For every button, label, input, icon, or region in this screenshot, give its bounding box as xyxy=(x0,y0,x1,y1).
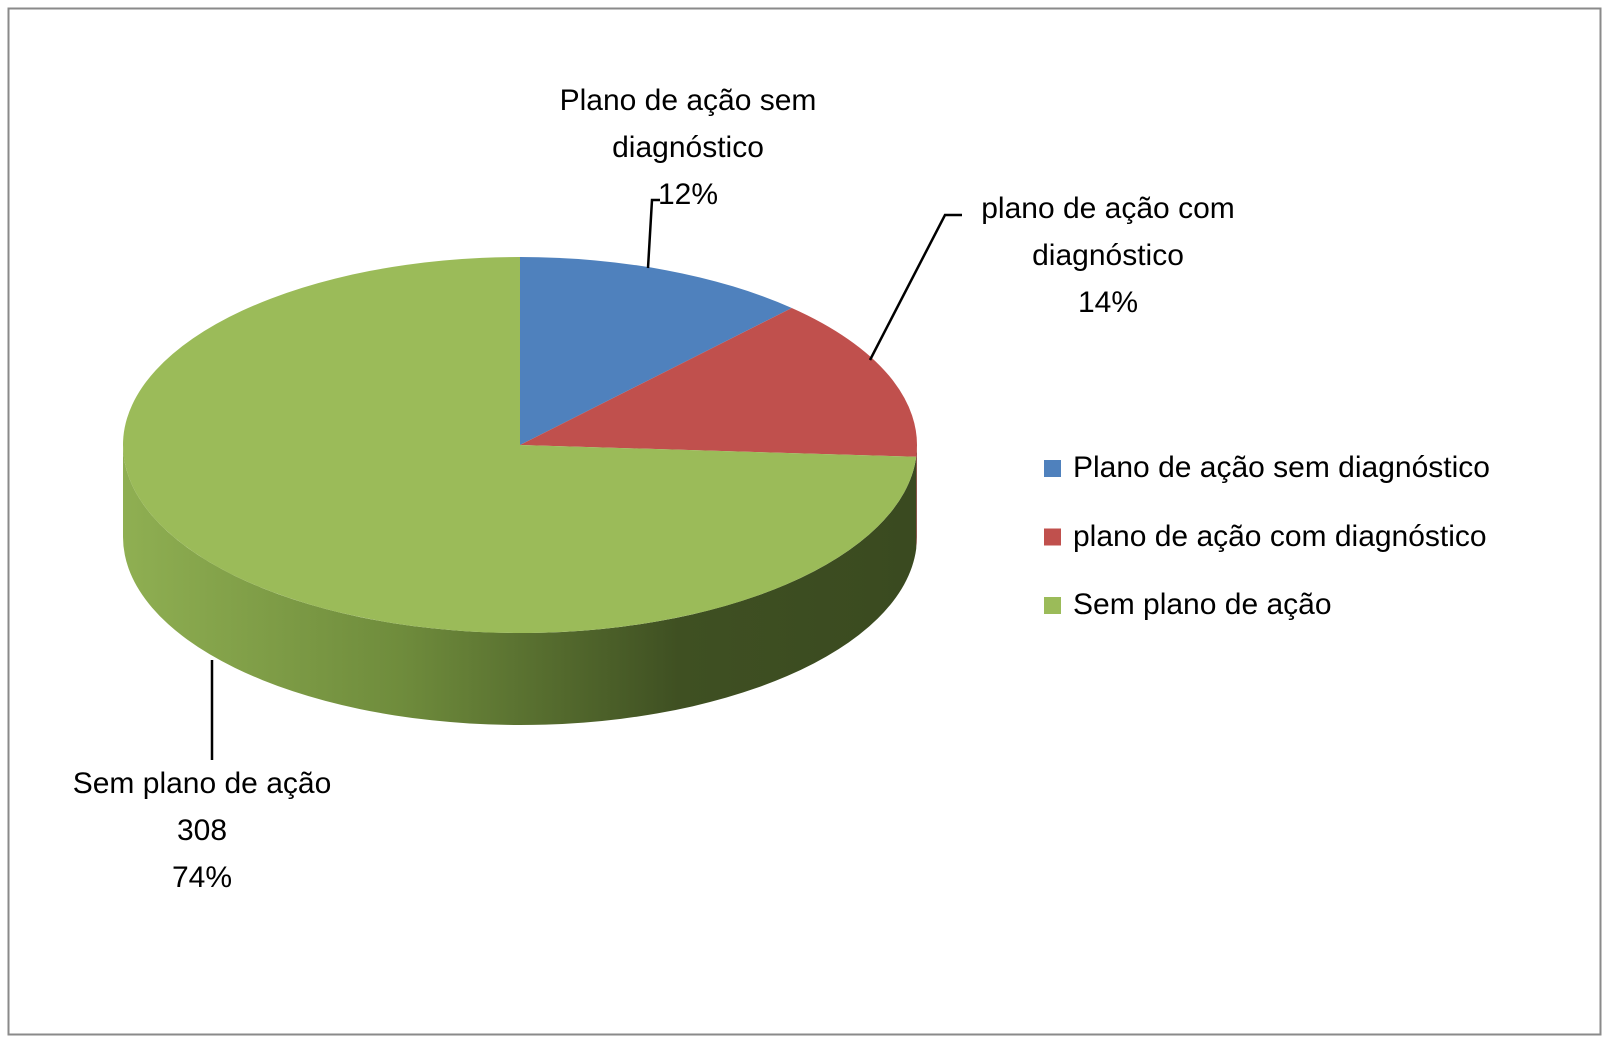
pie-side xyxy=(916,445,917,549)
pie-slice xyxy=(520,307,917,457)
legend-label: plano de ação com diagnóstico xyxy=(1073,519,1487,553)
data-label-percent: 74% xyxy=(171,861,233,894)
pie-slice xyxy=(520,257,792,445)
legend-label: Sem plano de ação xyxy=(1073,588,1332,621)
data-label-count: 308 xyxy=(176,814,228,847)
data-label: Sem plano de ação 308 74% xyxy=(52,760,352,901)
legend-label: Plano de ação sem diagnóstico xyxy=(1073,451,1490,484)
legend-swatch xyxy=(1044,460,1061,477)
data-label-percent: 14% xyxy=(1077,286,1139,319)
pie-slice xyxy=(122,257,917,633)
legend-swatch xyxy=(1044,528,1061,546)
data-label-name: Sem plano de ação xyxy=(72,767,332,800)
leader-line xyxy=(868,213,962,361)
leader-line xyxy=(646,198,660,269)
data-label: plano de ação com diagnóstico 14% xyxy=(958,185,1258,326)
pie-side xyxy=(123,445,917,725)
data-label-name: plano de ação com diagnóstico xyxy=(981,192,1235,272)
data-label: Plano de ação sem diagnóstico 12% xyxy=(538,77,838,218)
data-label-percent: 12% xyxy=(657,178,719,211)
data-label-name: Plano de ação sem diagnóstico xyxy=(559,84,817,164)
legend-swatch xyxy=(1044,597,1061,614)
